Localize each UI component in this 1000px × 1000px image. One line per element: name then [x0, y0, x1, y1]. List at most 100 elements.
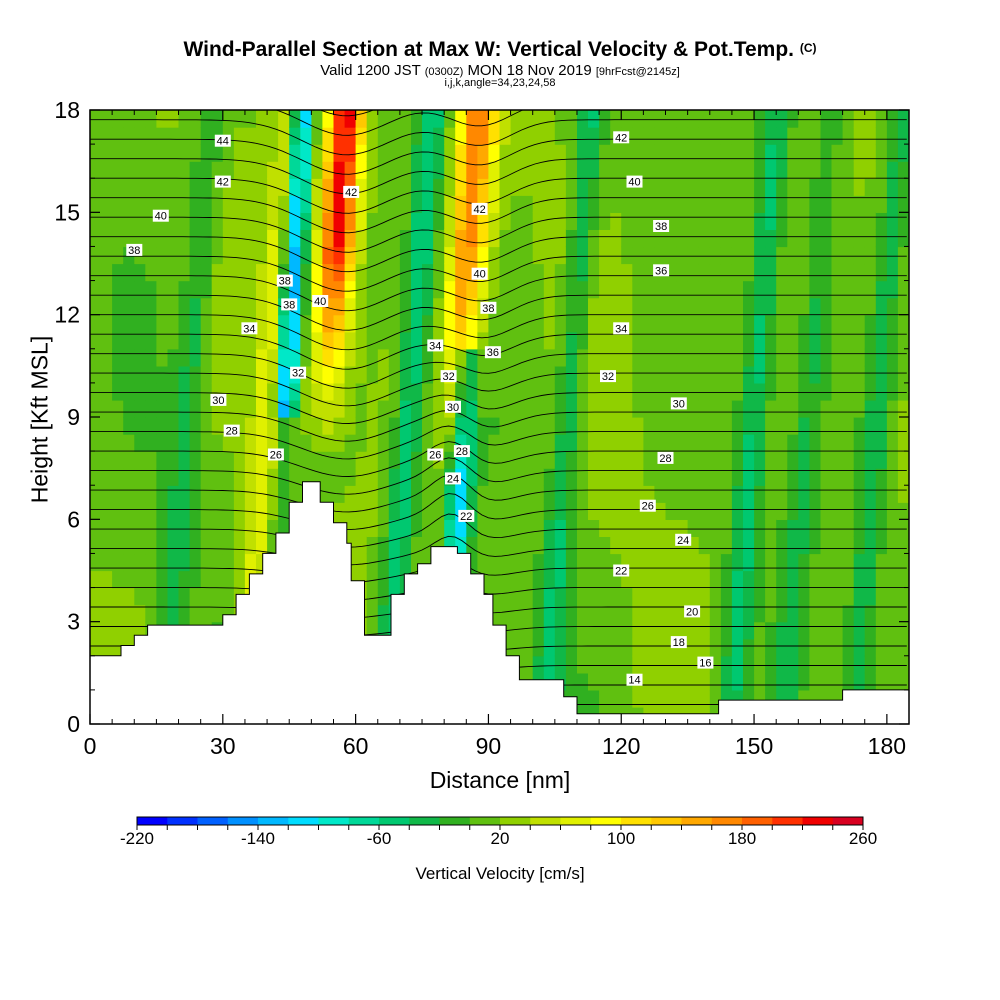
w-cell [565, 314, 578, 333]
w-cell [610, 382, 622, 401]
contour-label: 22 [458, 509, 475, 523]
w-cell [366, 195, 379, 213]
w-cell [577, 519, 589, 537]
w-cell [709, 689, 722, 708]
w-cell [554, 348, 567, 367]
w-cell [632, 689, 644, 708]
contour-label-bg [653, 264, 670, 277]
w-cell [687, 178, 700, 196]
w-cell [466, 314, 478, 333]
w-cell [853, 621, 866, 640]
w-cell [499, 348, 512, 367]
w-cell [311, 417, 324, 435]
w-cell [754, 365, 766, 384]
w-cell [233, 553, 246, 572]
colorbar-swatch [651, 817, 682, 825]
w-cell [853, 468, 866, 486]
contour-label-bg [613, 322, 630, 335]
w-cell [621, 502, 633, 520]
w-cell [864, 434, 877, 452]
w-cell [820, 348, 833, 367]
w-cell [433, 382, 445, 401]
w-cell [322, 451, 335, 469]
w-cell [610, 604, 622, 623]
w-cell [743, 314, 755, 333]
w-cell [720, 399, 733, 418]
colorbar-tick-label: -140 [241, 829, 275, 848]
w-cell [256, 212, 268, 230]
w-cell [599, 229, 611, 248]
contour-label-text: 16 [699, 658, 711, 670]
w-cell [244, 212, 257, 230]
w-cell [455, 365, 467, 384]
colorbar-swatch [348, 817, 380, 825]
w-cell [787, 195, 799, 213]
w-cell [178, 161, 191, 179]
w-cell [610, 229, 622, 248]
w-cell [444, 297, 456, 316]
w-cell [875, 502, 888, 520]
w-cell [610, 638, 622, 657]
w-cell [820, 553, 833, 572]
w-cell [554, 314, 567, 333]
w-cell [211, 280, 224, 299]
w-cell [654, 655, 667, 674]
colorbar-label: Vertical Velocity [cm/s] [415, 864, 585, 883]
w-cell [388, 195, 401, 213]
x-tick-label: 120 [602, 733, 640, 759]
w-cell [820, 468, 833, 486]
w-cell [875, 127, 888, 145]
w-cell [809, 570, 822, 589]
w-cell [864, 229, 877, 248]
w-cell [665, 212, 678, 230]
x-tick-label: 60 [343, 733, 369, 759]
w-cell [621, 570, 633, 589]
w-cell [521, 348, 534, 367]
w-cell [709, 280, 722, 299]
w-cell [776, 161, 788, 179]
w-cell [787, 382, 799, 401]
w-cell [101, 212, 113, 230]
w-cell [333, 365, 346, 384]
w-cell [433, 178, 445, 196]
w-cell [787, 570, 799, 589]
w-cell [665, 689, 678, 708]
w-cell [189, 195, 202, 213]
w-cell [477, 417, 490, 435]
w-cell [333, 178, 346, 196]
w-cell [311, 451, 324, 469]
w-cell [554, 638, 567, 657]
w-cell [776, 178, 788, 196]
w-cell [355, 212, 368, 230]
w-cell [687, 468, 700, 486]
w-cell [477, 127, 490, 145]
w-cell [709, 263, 722, 282]
w-cell [134, 468, 146, 486]
contour-label: 22 [613, 564, 630, 578]
w-cell [720, 314, 733, 333]
w-cell [112, 536, 124, 555]
w-cell [101, 587, 113, 606]
w-cell [411, 382, 423, 401]
w-cell [720, 468, 733, 486]
w-cell [488, 161, 501, 179]
w-cell [820, 314, 833, 333]
w-cell [355, 365, 368, 384]
w-cell [433, 144, 445, 162]
w-cell [399, 468, 412, 486]
w-cell [632, 434, 644, 452]
w-cell [577, 553, 589, 572]
w-cell [189, 161, 202, 179]
w-cell [886, 638, 899, 657]
w-cell [145, 570, 157, 589]
w-cell [123, 263, 135, 282]
w-cell [599, 382, 611, 401]
w-cell [145, 297, 157, 316]
w-cell [521, 110, 534, 128]
w-cell [831, 297, 844, 316]
w-cell [90, 570, 102, 589]
w-cell [532, 161, 545, 179]
contour-label: 32 [290, 366, 307, 380]
w-cell [875, 485, 888, 503]
w-cell [875, 638, 888, 657]
